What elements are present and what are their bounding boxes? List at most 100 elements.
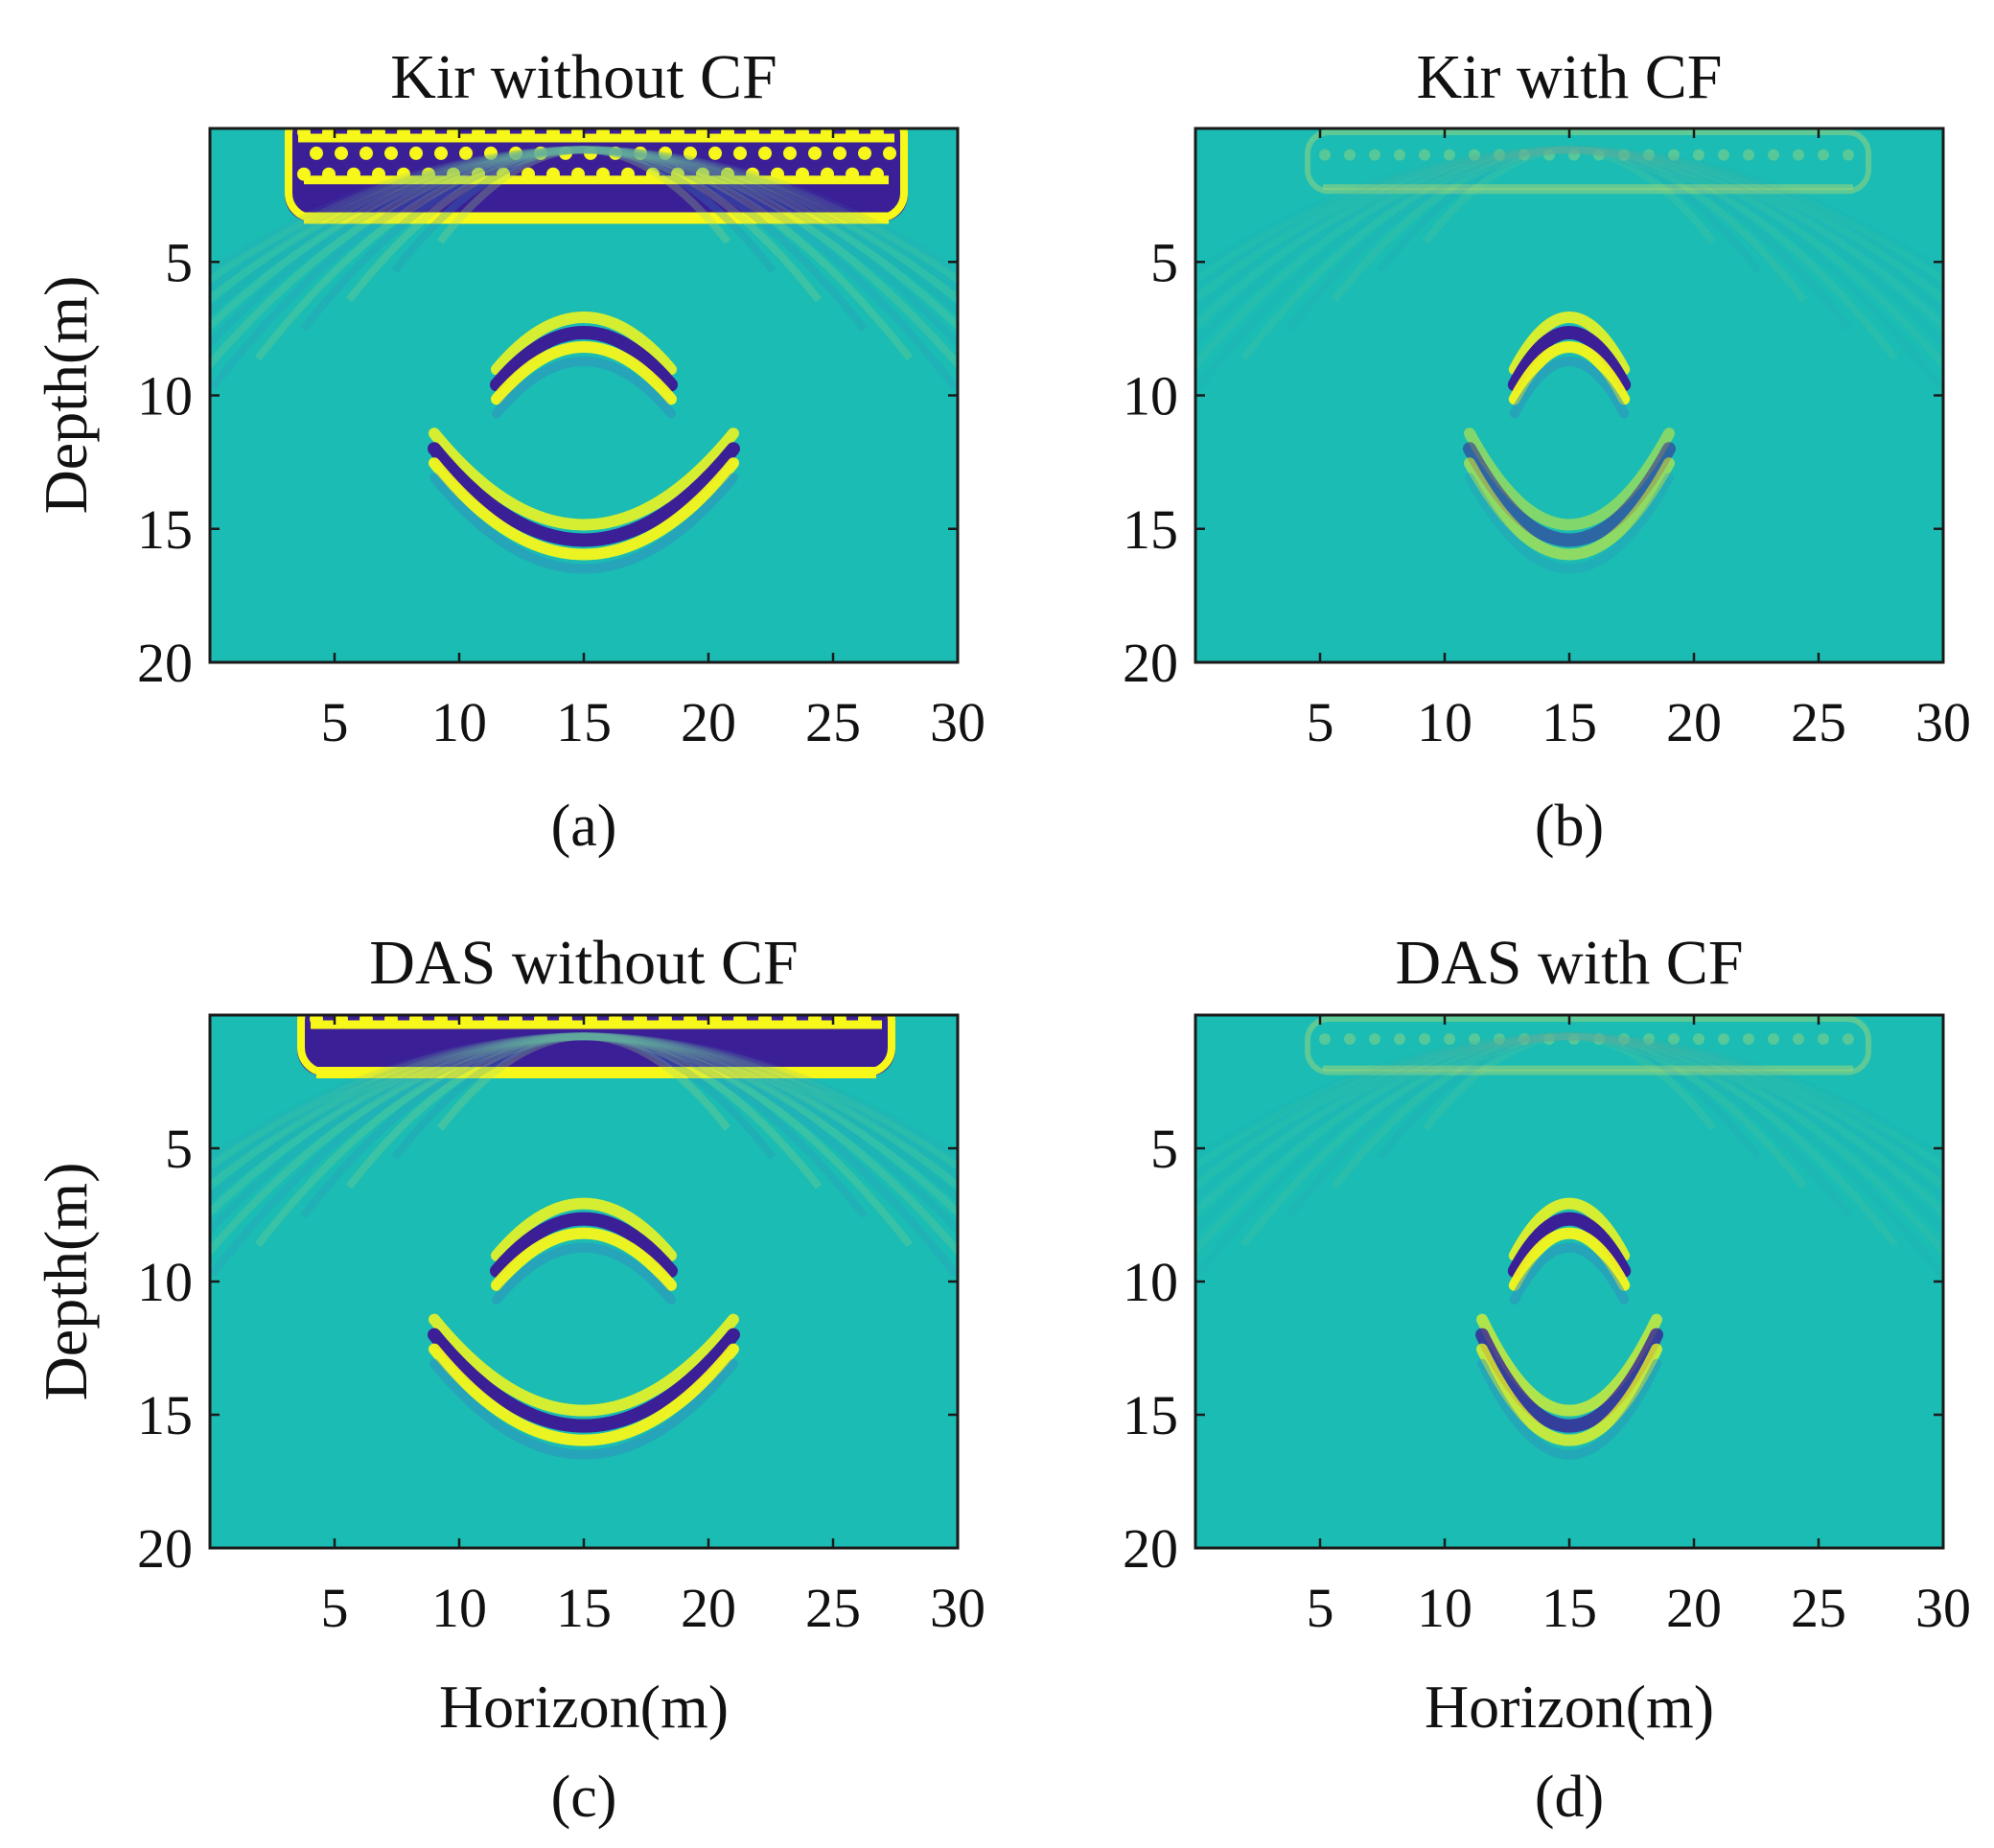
surface-band-dot [1693, 1033, 1704, 1046]
panel-title: Kir without CF [390, 42, 777, 112]
reflector-cap [1509, 357, 1630, 419]
surface-band-dot [684, 1015, 697, 1026]
surface-band-dot [546, 167, 560, 181]
surface-band-dot [821, 128, 834, 139]
surface-band-dot [1668, 149, 1680, 161]
noise-arc [1195, 1032, 1943, 1171]
noise-arc [210, 146, 958, 305]
y-tick-label: 20 [137, 632, 193, 694]
noise-arc [1240, 146, 1899, 361]
surface-band-dot [1444, 149, 1455, 161]
y-tick-label: 15 [137, 1384, 193, 1446]
panel-title: DAS with CF [1395, 928, 1743, 998]
noise-arc [345, 146, 823, 303]
plot-area [210, 128, 958, 662]
x-tick-label: 15 [556, 691, 612, 753]
surface-band-dot [634, 146, 647, 160]
migration-noise [1195, 146, 1943, 390]
y-axis-label: Depth(m) [32, 1163, 100, 1401]
x-tick-label: 15 [1542, 1577, 1597, 1639]
noise-arc [210, 1032, 958, 1236]
reflector-bowl [429, 427, 739, 531]
surface-band-dot [796, 128, 809, 139]
reflector-cap [491, 341, 677, 405]
x-tick-label: 10 [431, 1577, 487, 1639]
noise-arc [210, 146, 958, 371]
surface-band-dot [1843, 1033, 1854, 1046]
surface-band-dot [1394, 1033, 1405, 1046]
noise-arc [1195, 146, 1943, 305]
surface-band-dot [534, 146, 547, 160]
y-axis: 5 10 15 20 [1123, 231, 1943, 694]
y-tick-label: 10 [137, 365, 193, 427]
surface-band-dot [1818, 1033, 1829, 1046]
surface-band-dot [484, 1015, 498, 1026]
surface-band-dot [422, 128, 435, 139]
y-tick-label: 20 [1123, 632, 1178, 694]
surface-band-dot [384, 1015, 398, 1026]
x-tick-label: 15 [1542, 691, 1597, 753]
x-tick-label: 5 [321, 691, 349, 753]
y-tick-label: 15 [1123, 498, 1178, 561]
noise-arc [210, 146, 958, 332]
surface-band-dot [858, 1015, 871, 1026]
surface-band-dot [1519, 1033, 1530, 1046]
surface-band [285, 128, 908, 224]
noise-arc [1195, 1032, 1943, 1191]
surface-band-dot [447, 167, 460, 181]
surface-band-dot [359, 1015, 373, 1026]
surface-band-dot [397, 167, 410, 181]
surface-band-dot [1519, 149, 1530, 161]
surface-band-dot [646, 128, 660, 139]
surface-band-dot [397, 128, 410, 139]
noise-arc [1195, 146, 1943, 317]
surface-band-dot [347, 167, 360, 181]
noise-arc [210, 146, 958, 350]
plot-area [1195, 128, 1943, 662]
surface-band-dot [870, 128, 884, 139]
y-tick-label: 15 [1123, 1384, 1178, 1446]
panel-caption: (c) [551, 1765, 617, 1830]
x-tick-label: 15 [556, 1577, 612, 1639]
surface-band-dot [708, 1015, 722, 1026]
noise-arc [1195, 1032, 1943, 1204]
surface-band-dot [1494, 1033, 1505, 1046]
surface-band-fill [297, 1015, 895, 1076]
migration-noise [210, 146, 958, 390]
y-tick-label: 10 [1123, 1251, 1178, 1313]
noise-arc [210, 146, 958, 294]
migration-noise [210, 1032, 958, 1277]
surface-band-dot [335, 1015, 348, 1026]
y-tick-label: 20 [137, 1517, 193, 1580]
plot-background [1195, 128, 1943, 662]
surface-band-dot [1718, 149, 1729, 161]
x-axis: 5 10 15 20 25 30 [1307, 1015, 1971, 1639]
y-axis: 5 10 15 20 [137, 231, 958, 694]
surface-band-dot [1319, 1033, 1331, 1046]
surface-band [297, 1015, 895, 1078]
surface-band-dot [409, 146, 423, 160]
surface-band-dot [1768, 1033, 1779, 1046]
reflector-bowl [429, 1343, 739, 1446]
x-tick-label: 20 [1666, 1577, 1722, 1639]
surface-band-dot [733, 1015, 747, 1026]
surface-band-dot [846, 167, 859, 181]
x-tick-label: 30 [1915, 1577, 1971, 1639]
reflector-cap [490, 326, 678, 392]
surface-band-dot [571, 128, 585, 139]
y-axis-label: Depth(m) [32, 276, 100, 515]
surface-band-dot [1543, 1033, 1555, 1046]
panel-c: DAS without CF 5 10 15 20 25 30 5 10 15 20 Depth… [32, 928, 985, 1830]
surface-band-dot [1593, 149, 1605, 161]
noise-arc [1195, 1032, 1943, 1258]
surface-band-dot [422, 167, 435, 181]
surface-band-dot [721, 128, 734, 139]
surface-band-dot [484, 146, 498, 160]
noise-arc [210, 1032, 958, 1258]
surface-band-dot [522, 167, 535, 181]
x-tick-label: 5 [321, 1577, 349, 1639]
surface-band-dot [1568, 149, 1580, 161]
x-tick-label: 25 [1791, 1577, 1846, 1639]
reflector-bowl [428, 442, 740, 547]
